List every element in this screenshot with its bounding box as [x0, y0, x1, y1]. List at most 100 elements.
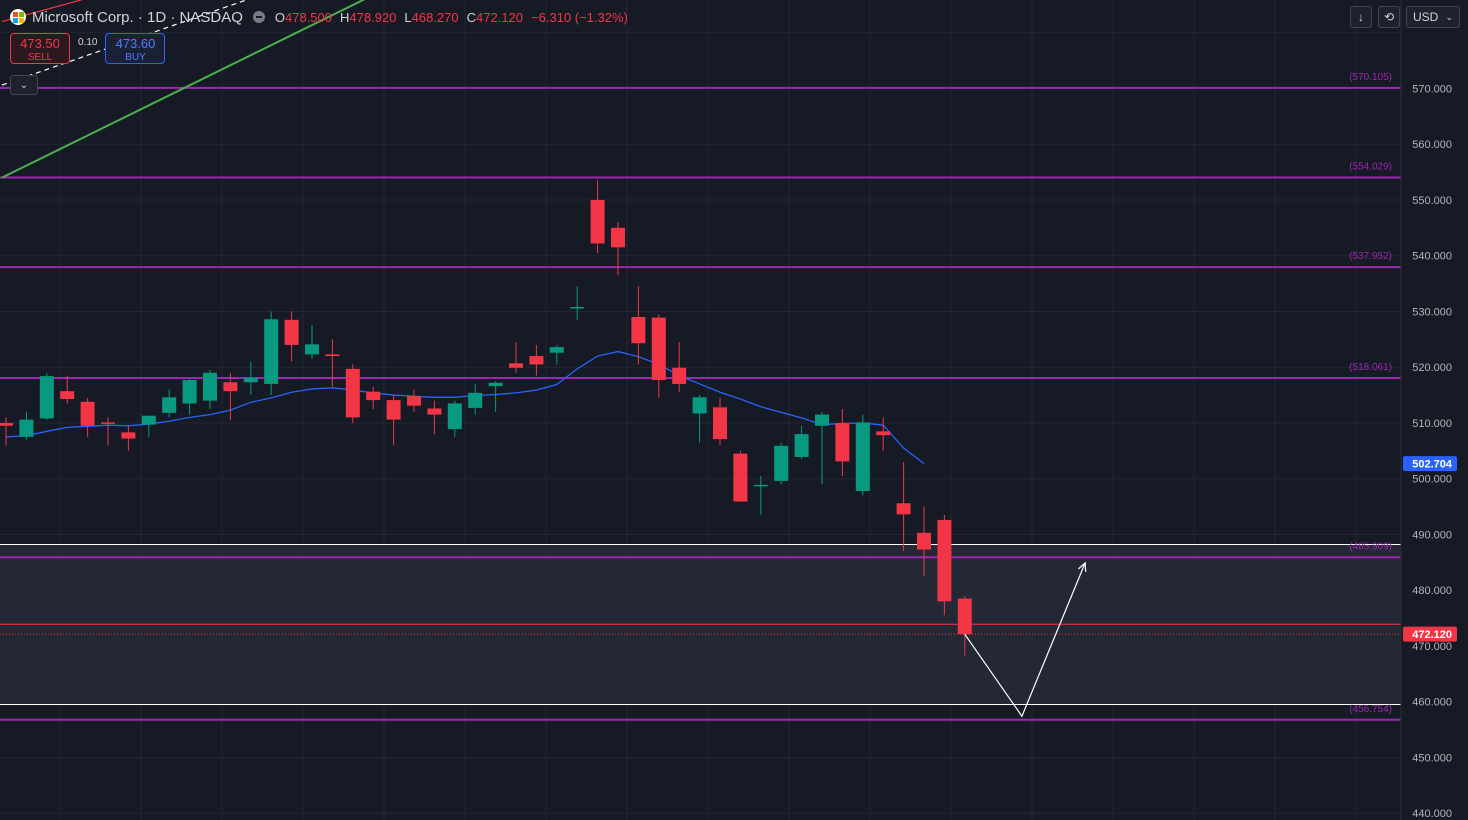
candle-body	[672, 367, 687, 384]
chevron-down-icon: ⌄	[1445, 11, 1453, 22]
candle-body	[427, 408, 442, 415]
candle-body	[182, 380, 197, 404]
price-tick-label: 500.000	[1412, 474, 1452, 486]
candle-body	[957, 598, 972, 635]
candle-body	[121, 432, 136, 439]
candle-body	[407, 396, 421, 406]
price-tick-label: 560.000	[1412, 139, 1452, 151]
chevron-down-icon: ⌄	[19, 79, 29, 91]
candle-body	[529, 356, 544, 365]
candle-body	[611, 227, 625, 248]
ohlc-value: 472.120	[476, 9, 524, 25]
currency-select[interactable]: USD ⌄	[1406, 6, 1460, 28]
ohlc-item: L468.270	[404, 10, 458, 25]
candle-body	[101, 422, 115, 424]
price-tick-label: 440.000	[1412, 808, 1452, 820]
candle-body	[570, 306, 585, 309]
collapse-panel-button[interactable]: ⌄	[10, 75, 38, 95]
fullscreen-button[interactable]: ⟲	[1378, 6, 1400, 28]
candle-body	[305, 344, 319, 355]
price-tick-label: 520.000	[1412, 362, 1452, 374]
candle-body	[345, 368, 360, 418]
price-tick-label: 570.000	[1412, 83, 1452, 95]
fib-level-label: (485.909)	[1349, 541, 1392, 552]
price-tick-label: 470.000	[1412, 641, 1452, 653]
buy-button[interactable]: 473.60 BUY	[105, 33, 166, 64]
candle-body	[19, 419, 34, 437]
candle-body	[835, 422, 850, 462]
candle-body	[713, 407, 727, 440]
symbol-title[interactable]: Microsoft Corp. · 1D · NASDAQ	[32, 8, 243, 26]
sell-price: 473.50	[20, 36, 60, 51]
candle-body	[223, 382, 238, 392]
price-tick-label: 540.000	[1412, 251, 1452, 263]
candle-body	[917, 532, 931, 550]
candle-body	[488, 382, 503, 387]
ma-value-tag	[1403, 456, 1457, 472]
candle-body	[590, 199, 605, 244]
trendline-green	[1, 0, 366, 179]
projection-arrowhead	[1078, 561, 1087, 572]
candle-body	[937, 519, 952, 602]
ohlc-item: H478.920	[340, 10, 396, 25]
ohlc-item: O478.500	[275, 10, 332, 25]
candle-body	[203, 372, 217, 401]
collapse-legend-icon[interactable]	[252, 11, 265, 23]
price-tick-label: 490.000	[1412, 529, 1452, 541]
candle-body	[896, 503, 911, 515]
candle-body	[80, 401, 95, 426]
candle-body	[855, 422, 870, 491]
fib-level-label: (537.952)	[1349, 251, 1392, 262]
candle-body	[39, 376, 54, 419]
price-tick-label: 530.000	[1412, 306, 1452, 318]
moving-average-line	[5, 350, 925, 465]
ohlc-value: 478.500	[285, 9, 332, 25]
trendline-white-dashed	[1, 0, 248, 86]
candle-body	[325, 354, 340, 357]
ma-value-label: 502.704	[1412, 459, 1453, 471]
ohlc-key: C	[466, 9, 477, 25]
price-axis	[1401, 0, 1468, 820]
candle-body	[264, 319, 279, 384]
buy-price: 473.60	[115, 36, 156, 51]
candle-body	[794, 434, 809, 457]
price-tick-label: 460.000	[1412, 697, 1452, 709]
candle-body	[162, 397, 177, 413]
sell-button[interactable]: 473.50 SELL	[10, 33, 70, 64]
price-tick-label: 510.000	[1412, 418, 1452, 430]
candle-body	[509, 363, 523, 368]
ohlc-key: O	[274, 9, 285, 25]
microsoft-logo-icon	[10, 9, 26, 25]
price-tick-label: 480.000	[1412, 585, 1452, 597]
fib-level-label: (570.105)	[1349, 72, 1392, 83]
ohlc-value: −6.310 (−1.32%)	[531, 9, 628, 25]
ohlc-key: H	[340, 9, 350, 25]
currency-value: USD	[1413, 10, 1439, 24]
fib-level-label: (456.754)	[1349, 704, 1392, 715]
fullscreen-icon: ⟲	[1383, 10, 1395, 24]
candle-body	[774, 445, 789, 481]
trade-panel: 473.50 SELL 0.10 473.60 BUY	[10, 33, 166, 64]
candle-body	[243, 377, 258, 383]
fib-level-label: (554.029)	[1349, 161, 1392, 172]
candle-body	[549, 347, 564, 353]
chart-header: Microsoft Corp. · 1D · NASDAQ O478.500 H4…	[10, 6, 628, 28]
candle-body	[0, 422, 13, 426]
candle-body	[284, 319, 299, 345]
candle-body	[447, 403, 462, 430]
download-button[interactable]: ↓	[1350, 6, 1372, 28]
last-price-tag	[1403, 626, 1457, 642]
candle-body	[876, 431, 891, 436]
candle-body	[753, 484, 768, 487]
ohlc-item: −6.310 (−1.32%)	[531, 10, 628, 25]
candle-body	[141, 415, 156, 425]
candle-body	[60, 391, 75, 399]
last-price-label: 472.120	[1412, 629, 1452, 641]
price-tick-label: 450.000	[1412, 752, 1452, 764]
ohlc-value: 468.270	[411, 9, 459, 25]
spread-value: 0.10	[78, 37, 98, 48]
candle-body	[386, 400, 401, 420]
trendline-red	[1, 0, 84, 23]
top-right-toolbar: ↓ ⟲ USD ⌄	[1350, 6, 1460, 28]
